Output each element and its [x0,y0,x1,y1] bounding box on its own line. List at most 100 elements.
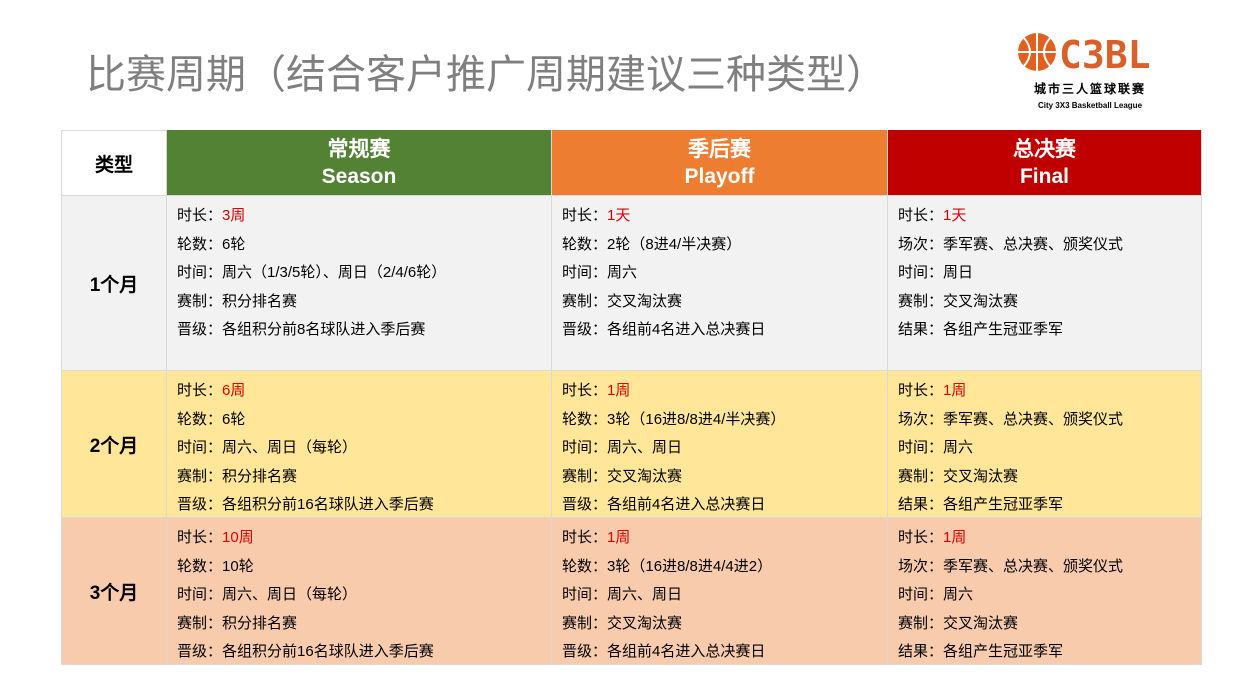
table-cell: 时长：1天 轮数：2轮（8进4/半决赛） 时间：周六 赛制：交叉淘汰赛 晋级：各组前4名… [552,196,888,371]
line-value: 周六、周日（每轮） [222,586,358,603]
column-title-zh: 季后赛 [688,138,751,161]
table-cell: 时长：1周 轮数：3轮（16进8/8进4/4进2） 时间：周六、周日 赛制：交叉淘汰赛… [552,518,888,665]
cell-line: 时间：周六（1/3/5轮）、周日（2/4/6轮） [177,261,446,282]
logo-name: 城市三人篮球联赛 [1034,81,1146,96]
table-cell: 时长：3周 轮数：6轮 时间：周六（1/3/5轮）、周日（2/4/6轮） 赛制：积分排… [167,196,552,371]
line-key: 赛制： [177,467,223,485]
line-key: 时长： [898,529,944,546]
line-value: 周六 [943,439,974,456]
cell-line: 时长：1周 [898,379,966,400]
cell-line: 轮数：3轮（16进8/8进4/4进2） [562,555,772,576]
line-key: 时长： [562,529,608,546]
line-value: 交叉淘汰赛 [943,292,1019,310]
cell-line: 结果：各组产生冠亚季军 [898,493,1063,514]
cell-line: 赛制：积分排名赛 [177,465,297,486]
cell-line: 赛制：交叉淘汰赛 [898,465,1018,486]
table-cell: 时长：1天场次：季军赛、总决赛、颁奖仪式时间：周日赛制：交叉淘汰赛结果：各组产生… [888,196,1202,371]
column-title-en: Season [321,165,397,188]
line-value: 各组前4名进入总决赛日 [607,496,766,513]
cell-line: 轮数：3轮（16进8/8进4/半决赛） [562,408,785,429]
cell-line: 赛制：积分排名赛 [177,612,297,633]
cell-line: 轮数：6轮 [177,233,245,254]
line-key: 时间： [898,264,944,281]
line-value: 各组产生冠亚季军 [943,643,1064,660]
line-value: 6轮 [222,235,246,253]
cell-line: 晋级：各组积分前16名球队进入季后赛 [177,640,434,661]
line-value: 交叉淘汰赛 [943,614,1019,632]
cell-line: 时间：周六 [898,436,973,457]
line-value: 周六 [607,264,638,281]
cell-line: 晋级：各组积分前16名球队进入季后赛 [177,493,434,514]
column-header: 总决赛 Final [888,130,1202,196]
line-key: 时长： [562,207,608,224]
cell-line: 晋级：各组前4名进入总决赛日 [562,318,765,339]
table-cell: 时长：10周 轮数：10轮 时间：周六、周日（每轮） 赛制：积分排名赛 晋级：各组积分前… [167,518,552,665]
line-value: 6周 [222,382,246,399]
cell-line: 时长：1周 [562,526,630,547]
cell-line: 晋级：各组前4名进入总决赛日 [562,493,765,514]
cell-line: 赛制：交叉淘汰赛 [562,465,682,486]
table-cell: 时长：1周轮数：3轮（16进8/8进4/半决赛） 时间：周六、周日 赛制：交叉淘汰赛… [552,371,888,518]
line-key: 赛制： [898,467,944,485]
line-value: 各组前4名进入总决赛日 [607,321,766,338]
line-key: 时长： [177,529,223,546]
row-label: 3个月 [61,518,167,665]
line-key: 场次： [898,410,944,428]
cell-line: 时长：1天 [898,204,966,225]
line-value: 各组积分前16名球队进入季后赛 [222,496,434,513]
line-value: 周六（1/3/5轮）、周日（2/4/6轮） [222,264,447,281]
column-title-zh: 常规赛 [327,138,391,161]
cell-line: 场次：季军赛、总决赛、颁奖仪式 [898,408,1123,429]
line-value: 各组产生冠亚季军 [943,321,1064,338]
cell-line: 时间：周六、周日（每轮） [177,436,357,457]
line-value: 1周 [943,529,967,546]
cell-line: 赛制：交叉淘汰赛 [898,612,1018,633]
cell-line: 时长：6周 [177,379,245,400]
line-key: 结果： [898,643,944,660]
cell-line: 晋级：各组积分前8名球队进入季后赛 [177,318,425,339]
line-key: 时间： [562,439,608,456]
line-key: 轮数： [562,410,608,428]
logo-mark: C3BL [1059,33,1151,77]
line-value: 1周 [607,382,631,399]
line-value: 10周 [222,529,254,546]
line-value: 各组积分前16名球队进入季后赛 [222,643,434,660]
cell-line: 时间：周日 [898,261,973,282]
cell-line: 赛制：交叉淘汰赛 [562,290,682,311]
line-key: 时长： [562,382,608,399]
line-key: 时间： [562,264,608,281]
cell-line: 赛制：交叉淘汰赛 [562,612,682,633]
line-key: 赛制： [562,467,608,485]
line-key: 赛制： [898,292,944,310]
line-value: 积分排名赛 [222,467,298,485]
column-title-zh: 总决赛 [1013,138,1076,161]
line-key: 轮数： [177,410,223,428]
cell-line: 赛制：交叉淘汰赛 [898,290,1018,311]
cell-line: 结果：各组产生冠亚季军 [898,318,1063,339]
cell-line: 场次：季军赛、总决赛、颁奖仪式 [898,555,1123,576]
cell-line: 轮数：6轮 [177,408,245,429]
line-key: 晋级： [177,496,223,513]
cell-line: 时长：10周 [177,526,254,547]
line-value: 季军赛、总决赛、颁奖仪式 [943,235,1124,253]
line-value: 交叉淘汰赛 [607,614,683,632]
logo-subname: City 3X3 Basketball League [1038,101,1143,110]
line-value: 季军赛、总决赛、颁奖仪式 [943,557,1124,575]
line-key: 时间： [177,586,223,603]
cell-line: 时间：周六、周日（每轮） [177,583,357,604]
line-value: 交叉淘汰赛 [607,292,683,310]
line-key: 晋级： [562,321,608,338]
line-value: 各组积分前8名球队进入季后赛 [222,321,426,338]
row-label: 1个月 [61,196,167,371]
line-value: 1周 [943,382,967,399]
line-key: 场次： [898,235,944,253]
line-key: 晋级： [562,496,608,513]
line-key: 时间： [177,439,223,456]
line-key: 时长： [177,382,223,399]
line-value: 周六、周日（每轮） [222,439,358,456]
table-cell: 时长：1周场次：季军赛、总决赛、颁奖仪式 时间：周六赛制：交叉淘汰赛结果：各组产生… [888,371,1202,518]
cell-line: 时间：周六、周日 [562,436,682,457]
cell-line: 时间：周六 [562,261,637,282]
column-header: 常规赛 Season [167,130,552,196]
